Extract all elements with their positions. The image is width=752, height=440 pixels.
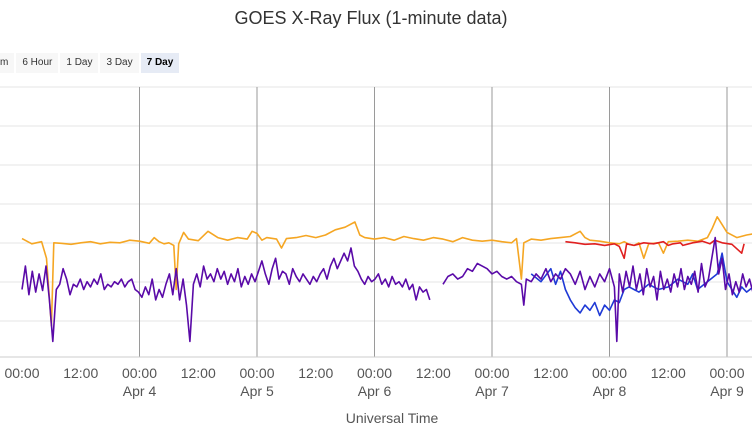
- series-line-4: [442, 236, 752, 343]
- series-line-0: [21, 216, 752, 327]
- x-tick-date-10: Apr 8: [593, 383, 627, 399]
- x-tick-date-8: Apr 7: [475, 383, 509, 399]
- x-tick-label-0: 00:00: [4, 365, 39, 381]
- x-tick-date-4: Apr 5: [240, 383, 274, 399]
- x-tick-label-6: 00:00: [357, 365, 392, 381]
- x-tick-label-8: 00:00: [474, 365, 509, 381]
- series-line-3: [21, 247, 431, 343]
- x-tick-label-9: 12:00: [533, 365, 568, 381]
- range-button-1-day[interactable]: 1 Day: [60, 53, 99, 73]
- range-button-partial[interactable]: m: [0, 53, 15, 73]
- x-tick-label-4: 00:00: [239, 365, 274, 381]
- chart-title: GOES X-Ray Flux (1-minute data): [234, 8, 508, 28]
- range-button-3-day[interactable]: 3 Day: [100, 53, 139, 73]
- range-selector: m 6 Hour 1 Day 3 Day 7 Day: [0, 53, 181, 73]
- x-tick-date-6: Apr 6: [358, 383, 392, 399]
- x-tick-label-12: 00:00: [709, 365, 744, 381]
- x-tick-label-5: 12:00: [298, 365, 333, 381]
- x-tick-label-7: 12:00: [416, 365, 451, 381]
- range-button-7-day[interactable]: 7 Day: [140, 53, 180, 73]
- x-tick-date-2: Apr 4: [123, 383, 157, 399]
- x-tick-label-1: 12:00: [63, 365, 98, 381]
- x-tick-date-12: Apr 9: [710, 383, 744, 399]
- x-tick-label-2: 00:00: [122, 365, 157, 381]
- x-tick-label-3: 12:00: [181, 365, 216, 381]
- series-line-2: [530, 252, 752, 317]
- x-axis-title: Universal Time: [345, 410, 439, 426]
- x-tick-label-10: 00:00: [592, 365, 627, 381]
- range-button-6-hour[interactable]: 6 Hour: [16, 53, 59, 73]
- x-tick-label-11: 12:00: [651, 365, 686, 381]
